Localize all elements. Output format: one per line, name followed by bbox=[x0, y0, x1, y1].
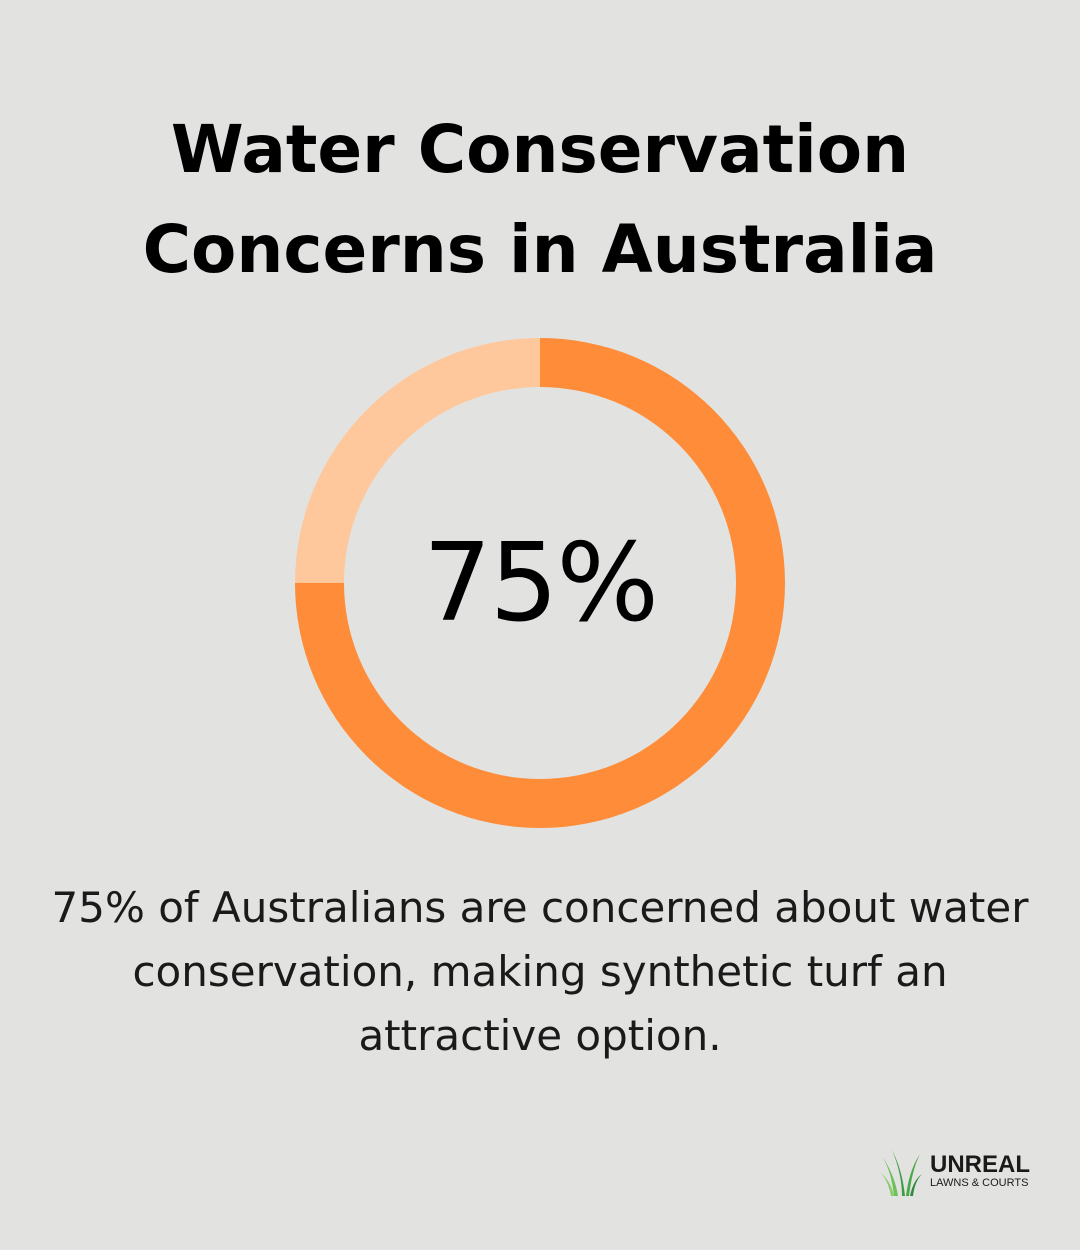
title-line-2: Concerns in Australia bbox=[142, 211, 938, 288]
description-line-3: attractive option. bbox=[358, 1011, 722, 1060]
brand-logo: UNREAL LAWNS & COURTS bbox=[878, 1146, 1038, 1202]
description-line-1: 75% of Australians are concerned about w… bbox=[51, 883, 1029, 932]
title-line-1: Water Conservation bbox=[170, 111, 910, 188]
logo-tagline: LAWNS & COURTS bbox=[930, 1177, 1029, 1189]
donut-chart-svg bbox=[295, 338, 785, 828]
donut-center-value: 75% bbox=[422, 520, 659, 646]
donut-chart: 75% bbox=[295, 338, 785, 828]
donut-slice-remainder bbox=[295, 338, 540, 583]
grass-blades-icon bbox=[880, 1150, 922, 1196]
page-title: Water Conservation Concerns in Australia bbox=[0, 100, 1080, 300]
description: 75% of Australians are concerned about w… bbox=[30, 876, 1050, 1068]
description-line-2: conservation, making synthetic turf an bbox=[132, 947, 948, 996]
logo-name: UNREAL bbox=[930, 1151, 1030, 1178]
